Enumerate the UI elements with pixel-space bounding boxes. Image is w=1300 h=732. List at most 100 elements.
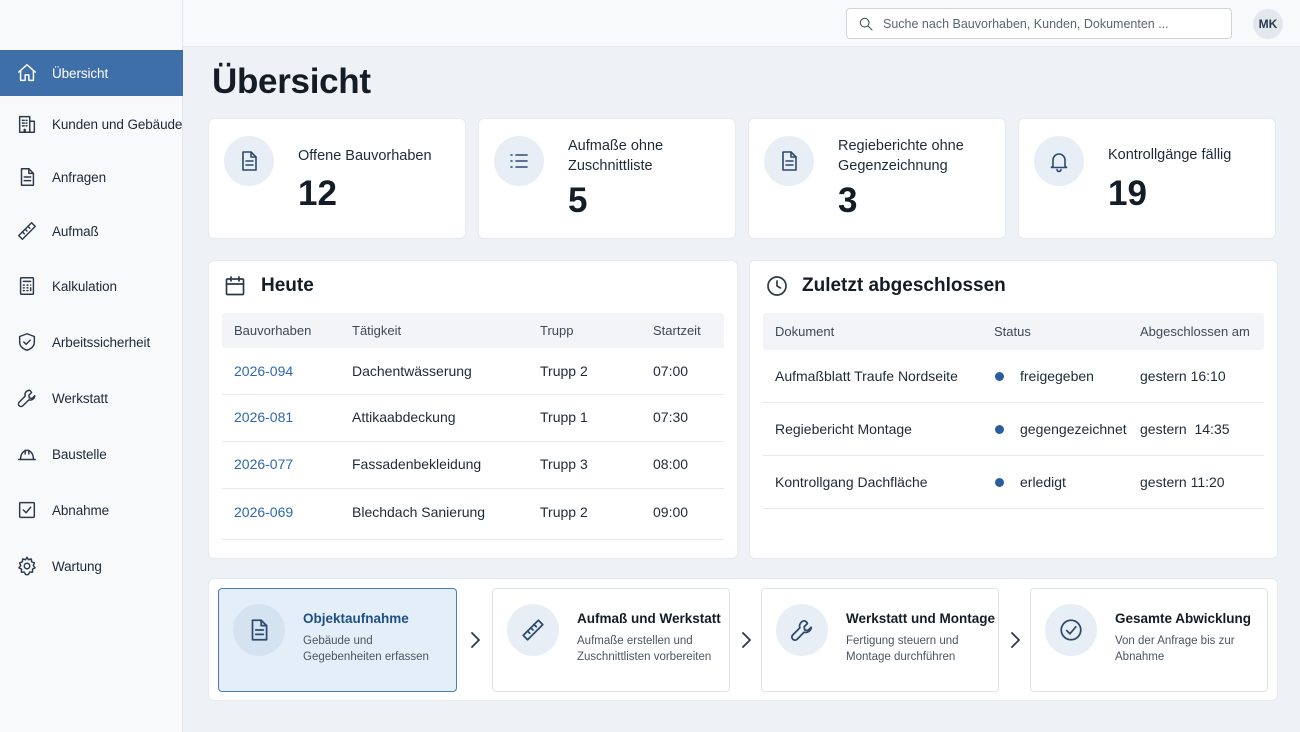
recent-table-header: Dokument Status Abgeschlossen am (763, 313, 1264, 350)
workflow-step-objektaufnahme[interactable]: Objektaufnahme Gebäude und Gegebenheiten… (218, 588, 457, 692)
table-row[interactable]: Regiebericht Montage gegengezeichnet ges… (763, 403, 1264, 456)
kpi-card-regieberichte[interactable]: Regieberichte ohne Gegenzeichnung 3 (748, 118, 1006, 239)
checkbox-icon (16, 499, 38, 521)
ruler-icon (16, 220, 38, 242)
activity-cell: Dachentwässerung (352, 363, 472, 379)
kpi-card-kontrollgaenge[interactable]: Kontrollgänge fällig 19 (1018, 118, 1276, 239)
project-link[interactable]: 2026-094 (234, 363, 294, 379)
workflow-step-description: Von der Anfrage bis zur Abnahme (1115, 635, 1235, 663)
bell-icon (1034, 136, 1084, 186)
sidebar-item-aufmass[interactable]: Aufmaß (0, 208, 183, 254)
today-table-header: Bauvorhaben Tätigkeit Trupp Startzeit (222, 313, 724, 348)
sidebar-item-arbeitssicherheit[interactable]: Arbeitssicherheit (0, 319, 183, 365)
table-row[interactable]: 2026-069 Blechdach Sanierung Trupp 2 09:… (222, 489, 724, 540)
workflow-step-description: Gebäude und Gegebenheiten erfassen (303, 635, 429, 663)
document-icon (16, 166, 38, 188)
project-link[interactable]: 2026-069 (234, 504, 294, 520)
page-title: Übersicht (212, 62, 371, 101)
wrench-icon (776, 604, 828, 656)
kpi-value: 19 (1108, 174, 1147, 213)
completed-cell: gestern 11:20 (1140, 474, 1225, 490)
column-header: Status (994, 324, 1031, 339)
column-header: Startzeit (653, 323, 701, 338)
search-icon (859, 17, 873, 31)
completed-cell: gestern 14:35 (1140, 421, 1230, 437)
activity-cell: Fassadenbekleidung (352, 456, 482, 472)
chevron-right-icon (739, 630, 753, 650)
ruler-icon (507, 604, 559, 656)
sidebar-item-label: Wartung (52, 558, 102, 574)
column-header: Tätigkeit (352, 323, 402, 338)
kpi-label: Kontrollgänge fällig (1108, 147, 1232, 163)
table-row[interactable]: 2026-077 Fassadenbekleidung Trupp 3 08:0… (222, 442, 724, 489)
crew-cell: Trupp 2 (540, 363, 588, 379)
workflow-step-aufmass-werkstatt[interactable]: Aufmaß und Werkstatt Aufmaße erstellen u… (492, 588, 730, 692)
sidebar-item-kalkulation[interactable]: Kalkulation (0, 263, 183, 309)
sidebar-item-uebersicht[interactable]: Übersicht (0, 50, 183, 96)
today-title: Heute (261, 275, 314, 296)
search-input[interactable] (883, 9, 1223, 38)
sidebar-item-wartung[interactable]: Wartung (0, 543, 183, 589)
completed-cell: gestern 16:10 (1140, 368, 1226, 384)
table-row[interactable]: Kontrollgang Dachfläche erledigt gestern… (763, 456, 1264, 509)
crew-cell: Trupp 3 (540, 456, 588, 472)
sidebar-item-label: Baustelle (52, 446, 107, 462)
activity-cell: Blechdach Sanierung (352, 504, 486, 520)
sidebar-item-anfragen[interactable]: Anfragen (0, 154, 183, 200)
sidebar-item-kunden[interactable]: Kunden und Gebäude (0, 101, 183, 147)
check-circle-icon (1045, 604, 1097, 656)
workflow-step-title: Aufmaß und Werkstatt (577, 611, 721, 626)
calculator-icon (16, 275, 38, 297)
status-cell: gegengezeichnet (1020, 421, 1127, 437)
table-row[interactable]: 2026-081 Attikaabdeckung Trupp 1 07:30 (222, 395, 724, 442)
kpi-card-offene-bauvorhaben[interactable]: Offene Bauvorhaben 12 (208, 118, 466, 239)
workflow-step-werkstatt-montage[interactable]: Werkstatt und Montage Fertigung steuern … (761, 588, 999, 692)
kpi-label: Offene Bauvorhaben (298, 148, 432, 164)
kpi-value: 5 (568, 181, 588, 220)
document-icon (764, 136, 814, 186)
status-cell: freigegeben (1020, 368, 1094, 384)
hardhat-icon (16, 443, 38, 465)
column-header: Bauvorhaben (234, 323, 312, 338)
sidebar-item-abnahme[interactable]: Abnahme (0, 487, 183, 533)
kpi-value: 3 (838, 181, 858, 220)
chevron-right-icon (468, 630, 482, 650)
column-header: Dokument (775, 324, 835, 339)
start-time-cell: 08:00 (653, 456, 689, 472)
workflow-step-title: Gesamte Abwicklung (1115, 611, 1252, 626)
home-icon (16, 62, 38, 84)
start-time-cell: 07:00 (653, 363, 689, 379)
sidebar: Übersicht Kunden und Gebäude Anfragen Au… (0, 0, 183, 732)
kpi-label: Regieberichte ohne Gegenzeichnung (838, 138, 964, 174)
today-panel (208, 260, 738, 559)
start-time-cell: 09:00 (653, 504, 689, 520)
sidebar-item-label: Kunden und Gebäude (52, 116, 183, 132)
status-dot (995, 478, 1004, 487)
status-dot (995, 425, 1004, 434)
project-link[interactable]: 2026-077 (234, 456, 294, 472)
kpi-label: Aufmaße ohne Zuschnittliste (568, 138, 664, 174)
table-row[interactable]: Aufmaßblatt Traufe Nordseite freigegeben… (763, 350, 1264, 403)
document-icon (233, 604, 285, 656)
chevron-right-icon (1008, 630, 1022, 650)
document-cell: Aufmaßblatt Traufe Nordseite (775, 368, 958, 384)
sidebar-item-werkstatt[interactable]: Werkstatt (0, 375, 183, 421)
crew-cell: Trupp 1 (540, 409, 588, 425)
workflow-step-title: Objektaufnahme (303, 611, 409, 626)
workflow-step-gesamte-abwicklung[interactable]: Gesamte Abwicklung Von der Anfrage bis z… (1030, 588, 1268, 692)
sidebar-item-label: Arbeitssicherheit (52, 334, 151, 350)
shield-icon (16, 331, 38, 353)
document-icon (224, 136, 274, 186)
search-box[interactable] (846, 8, 1232, 39)
table-row[interactable]: 2026-094 Dachentwässerung Trupp 2 07:00 (222, 348, 724, 395)
avatar[interactable]: MK (1253, 9, 1283, 39)
kpi-card-aufmasse[interactable]: Aufmaße ohne Zuschnittliste 5 (478, 118, 736, 239)
gear-icon (16, 555, 38, 577)
crew-cell: Trupp 2 (540, 504, 588, 520)
project-link[interactable]: 2026-081 (234, 409, 294, 425)
sidebar-item-label: Kalkulation (52, 278, 117, 294)
building-icon (16, 113, 38, 135)
list-icon (494, 136, 544, 186)
document-cell: Kontrollgang Dachfläche (775, 474, 928, 490)
sidebar-item-baustelle[interactable]: Baustelle (0, 431, 183, 477)
